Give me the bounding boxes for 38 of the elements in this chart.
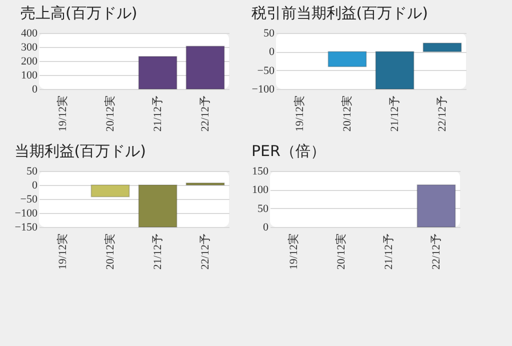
x-tick-label: 19/12実 xyxy=(56,96,69,132)
y-tick-label: 50 xyxy=(26,166,38,178)
x-tick-label: 21/12予 xyxy=(152,234,164,270)
y-tick-label: −150 xyxy=(14,222,38,234)
y-tick-label: −100 xyxy=(14,208,38,220)
x-tick-label: 19/12実 xyxy=(286,234,300,270)
x-tick-label: 20/12実 xyxy=(340,96,354,132)
x-tick-label: 21/12予 xyxy=(152,96,164,132)
y-tick-label: −100 xyxy=(252,84,275,96)
x-tick-label: 19/12実 xyxy=(56,234,69,270)
chart-title: PER（倍） xyxy=(252,142,326,160)
y-tick-label: 400 xyxy=(21,28,38,40)
y-tick-label: 150 xyxy=(252,166,269,178)
y-tick-label: 0 xyxy=(32,180,38,192)
y-tick-label: 300 xyxy=(21,42,38,54)
x-tick-label: 20/12実 xyxy=(103,96,116,132)
x-tick-label: 22/12予 xyxy=(199,234,212,270)
x-tick-label: 20/12実 xyxy=(103,234,116,270)
y-tick-label: 100 xyxy=(21,70,38,82)
chart-title: 税引前当期利益(百万ドル) xyxy=(251,4,428,22)
y-tick-label: 100 xyxy=(252,184,269,196)
y-tick-label: 0 xyxy=(269,46,275,58)
x-tick-label: 22/12予 xyxy=(430,234,442,270)
x-tick-label: 19/12実 xyxy=(292,96,306,132)
x-tick-label: 22/12予 xyxy=(436,96,448,132)
y-tick-label: 200 xyxy=(21,56,38,68)
x-tick-label: 22/12予 xyxy=(199,96,212,132)
chart-title: 当期利益(百万ドル) xyxy=(14,142,146,160)
y-tick-label: −50 xyxy=(20,194,38,206)
x-tick-label: 21/12予 xyxy=(388,96,401,132)
y-tick-label: 50 xyxy=(264,28,275,40)
y-tick-label: 50 xyxy=(258,202,269,215)
y-tick-label: 0 xyxy=(263,222,269,234)
y-tick-label: −50 xyxy=(257,64,275,77)
chart-title: 売上高(百万ドル) xyxy=(20,4,138,22)
x-tick-label: 21/12予 xyxy=(382,234,395,270)
y-tick-label: 0 xyxy=(32,84,38,96)
x-tick-label: 20/12実 xyxy=(334,234,348,270)
